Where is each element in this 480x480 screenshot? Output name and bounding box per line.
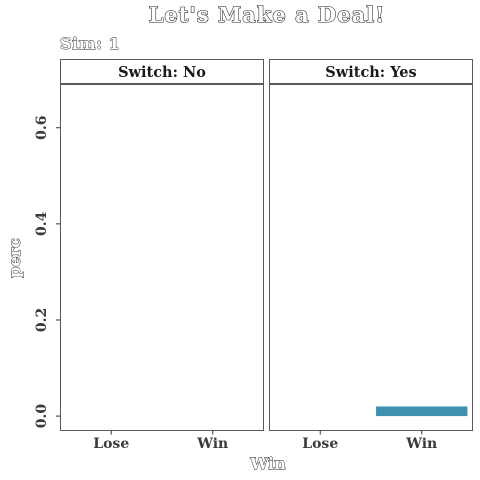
x-axis-title: Win bbox=[249, 454, 286, 473]
chart-marks: 0.0 0.2 0.4 0.6 Lose Win Lose Win bbox=[34, 116, 468, 452]
chart-title: Let's Make a Deal! bbox=[149, 2, 386, 27]
x-tick-label: Win bbox=[196, 436, 228, 452]
y-tick-label: 0.2 bbox=[34, 308, 50, 332]
panel-switch-yes bbox=[269, 84, 473, 431]
strip-label-switch-no: Switch: No bbox=[118, 64, 206, 81]
y-tick-label: 0.4 bbox=[34, 211, 50, 236]
facet-switch-yes: Switch: Yes bbox=[269, 59, 473, 431]
x-tick-label: Lose bbox=[302, 436, 338, 452]
y-axis-title: perc bbox=[5, 238, 24, 278]
panel-switch-no bbox=[60, 84, 264, 431]
bar-switch-yes-win bbox=[376, 406, 468, 417]
strip-label-switch-yes: Switch: Yes bbox=[325, 64, 416, 81]
chart-subtitle: Sim: 1 bbox=[60, 34, 120, 53]
x-tick-label: Lose bbox=[93, 436, 129, 452]
facet-switch-no: Switch: No bbox=[60, 59, 264, 431]
y-tick-label: 0.0 bbox=[34, 404, 50, 429]
y-tick-label: 0.6 bbox=[34, 116, 50, 140]
strip-switch-no bbox=[60, 59, 264, 84]
strip-switch-yes bbox=[269, 59, 473, 84]
x-tick-label: Win bbox=[405, 436, 437, 452]
